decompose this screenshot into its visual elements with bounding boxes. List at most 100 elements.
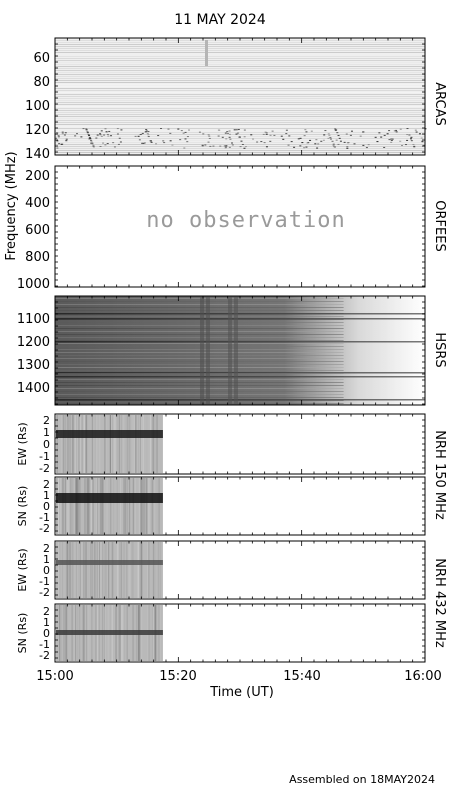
arcas-noise: [65, 138, 68, 140]
nrh-stripe: [107, 542, 110, 598]
nrh-stripe: [72, 542, 74, 598]
nrh-stripe: [61, 415, 63, 473]
nrh-tick-label: 0: [43, 500, 50, 513]
nrh-stripe: [90, 478, 93, 534]
nrh-stripe: [103, 542, 105, 598]
nrh-tick-label: -1: [39, 638, 50, 651]
arcas-line: [55, 82, 425, 83]
arcas-noise: [227, 133, 230, 135]
nrh-tick-label: -1: [39, 511, 50, 524]
nrh-stripe: [106, 478, 108, 534]
nrh-stripe: [85, 542, 87, 598]
arcas-line: [55, 90, 425, 91]
nrh-stripe: [94, 542, 96, 598]
nrh-emission-band: [56, 493, 163, 503]
arcas-noise: [285, 133, 288, 135]
nrh-stripe: [96, 478, 98, 534]
arcas-noise: [228, 130, 231, 132]
nrh-stripe: [83, 415, 85, 473]
orfees-y-ticks: 200 400 600 800 1000: [17, 169, 50, 292]
arcas-noise: [303, 147, 306, 149]
nrh-stripe: [79, 415, 81, 473]
arcas-noise: [182, 132, 185, 134]
nrh-stripe: [98, 542, 101, 598]
nrh-stripe: [116, 542, 118, 598]
arcas-noise: [299, 145, 302, 147]
nrh-stripe: [67, 415, 69, 473]
arcas-noise: [202, 133, 205, 135]
arcas-noise: [184, 131, 187, 133]
nrh-stripe: [62, 542, 65, 598]
nrh-tick-label: -1: [39, 450, 50, 463]
nrh-stripe: [116, 478, 118, 534]
arcas-noise: [338, 137, 341, 139]
nrh-stripe: [108, 542, 110, 598]
arcas-noise: [388, 130, 391, 132]
nrh-stripe: [113, 478, 115, 534]
nrh-stripe: [103, 542, 105, 598]
arcas-noise: [335, 129, 338, 131]
arcas-noise: [265, 133, 268, 135]
axis-ticks: [54, 37, 426, 662]
nrh-stripe: [146, 478, 149, 534]
nrh-stripe: [143, 478, 145, 534]
arcas-noise: [58, 143, 61, 145]
nrh-stripe: [84, 478, 86, 534]
nrh-stripe: [58, 478, 60, 534]
nrh-stripe: [153, 415, 155, 473]
nrh-stripe: [90, 415, 92, 473]
nrh-stripe: [58, 542, 60, 598]
nrh-stripe: [77, 478, 79, 534]
arcas-noise: [329, 138, 332, 140]
orfees-tick-label: 200: [25, 169, 50, 184]
arcas-noise: [221, 136, 224, 138]
arcas-noise: [86, 132, 89, 134]
arcas-noise: [260, 141, 263, 143]
arcas-noise: [353, 143, 356, 145]
arcas-noise: [365, 147, 368, 149]
arcas-noise: [367, 144, 370, 146]
hsrs-tick-label: 1400: [17, 381, 50, 396]
nrh-stripe: [116, 478, 118, 534]
arcas-noise: [323, 134, 326, 136]
nrh-stripe: [71, 542, 73, 598]
arcas-line: [55, 76, 425, 77]
nrh-stripe: [87, 478, 89, 534]
arcas-noise: [226, 131, 229, 133]
arcas-line: [55, 46, 425, 47]
arcas-noise: [376, 141, 379, 143]
hsrs-tick-label: 1300: [17, 358, 50, 373]
arcas-noise: [104, 144, 107, 146]
arcas-noise: [393, 130, 396, 132]
arcas-noise: [85, 129, 88, 131]
nrh-stripe: [110, 478, 112, 534]
arcas-line: [55, 56, 425, 57]
nrh-stripe: [105, 415, 107, 473]
nrh-stripe: [79, 478, 81, 534]
arcas-noise: [207, 141, 210, 143]
nrh-stripe: [111, 542, 113, 598]
nrh-tick-label: 1: [43, 616, 50, 629]
nrh-stripe: [64, 478, 66, 534]
arcas-noise: [225, 145, 228, 147]
arcas-noise: [412, 143, 415, 145]
arcas-noise: [406, 134, 409, 136]
nrh-stripe: [76, 542, 78, 598]
arcas-noise: [335, 139, 338, 141]
nrh-stripe: [77, 415, 79, 473]
arcas-noise: [346, 147, 349, 149]
arcas-noise: [145, 130, 148, 132]
arcas-noise: [225, 146, 228, 148]
arcas-noise: [217, 135, 220, 137]
arcas-noise: [413, 145, 416, 147]
arcas-noise: [106, 133, 109, 135]
arcas-line: [55, 84, 425, 85]
nrh-stripe: [71, 415, 74, 473]
nrh-stripe: [106, 542, 108, 598]
nrh-stripe: [70, 478, 72, 534]
arcas-noise: [329, 137, 332, 139]
nrh-stripe: [138, 542, 140, 598]
nrh-stripe: [67, 542, 69, 598]
nrh-stripe: [92, 542, 94, 598]
nrh-stripe: [63, 542, 65, 598]
